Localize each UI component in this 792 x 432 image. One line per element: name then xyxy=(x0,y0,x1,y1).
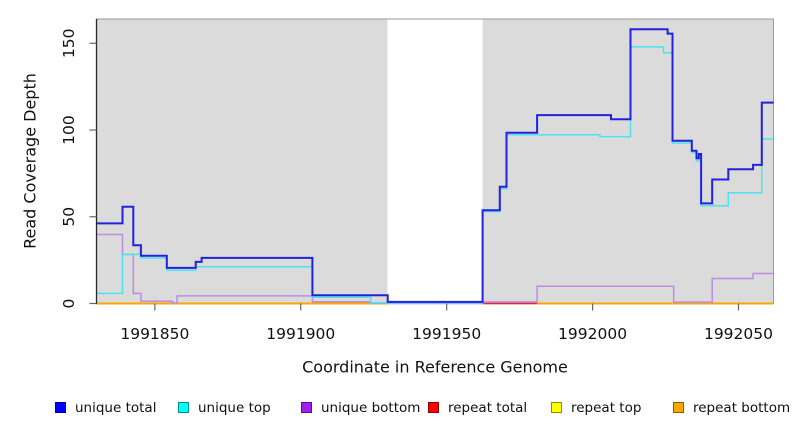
legend-item-repeat-top: repeat top xyxy=(551,399,641,416)
y-tick-label: 150 xyxy=(60,28,78,58)
legend-label: repeat bottom xyxy=(693,399,791,416)
x-axis-label: Coordinate in Reference Genome xyxy=(302,357,568,377)
legend-label: repeat top xyxy=(571,399,642,416)
legend-label: unique total xyxy=(75,399,157,416)
repeat-top-swatch-icon xyxy=(551,402,562,413)
legend-item-repeat-total: repeat total xyxy=(428,399,527,416)
legend-item-unique-top: unique top xyxy=(178,399,271,416)
repeat-bottom-swatch-icon xyxy=(673,402,684,413)
y-tick-label: 50 xyxy=(60,207,78,227)
x-tick-label: 1992000 xyxy=(558,325,627,343)
legend-label: unique bottom xyxy=(321,399,421,416)
series-unique-bottom xyxy=(96,233,774,304)
unique-bottom-swatch-icon xyxy=(301,402,312,413)
legend-item-unique-total: unique total xyxy=(55,399,156,416)
masked-region xyxy=(387,19,483,304)
legend: unique total unique top unique bottom re… xyxy=(0,399,792,423)
y-tick-label: 0 xyxy=(60,299,78,309)
repeat-total-swatch-icon xyxy=(428,402,439,413)
legend-label: unique top xyxy=(198,399,271,416)
y-axis-label: Read Coverage Depth xyxy=(20,73,40,249)
series-unique-total xyxy=(96,28,774,303)
unique-top-swatch-icon xyxy=(178,402,189,413)
legend-label: repeat total xyxy=(448,399,528,416)
series-unique-top xyxy=(96,46,774,304)
y-tick-label: 100 xyxy=(60,115,78,145)
x-tick-label: 1991950 xyxy=(412,325,481,343)
legend-item-unique-bottom: unique bottom xyxy=(301,399,420,416)
unique-total-swatch-icon xyxy=(55,402,66,413)
legend-item-repeat-bottom: repeat bottom xyxy=(673,399,790,416)
x-tick-label: 1991850 xyxy=(120,325,189,343)
x-tick-label: 1992050 xyxy=(704,325,773,343)
x-tick-label: 1991900 xyxy=(266,325,335,343)
